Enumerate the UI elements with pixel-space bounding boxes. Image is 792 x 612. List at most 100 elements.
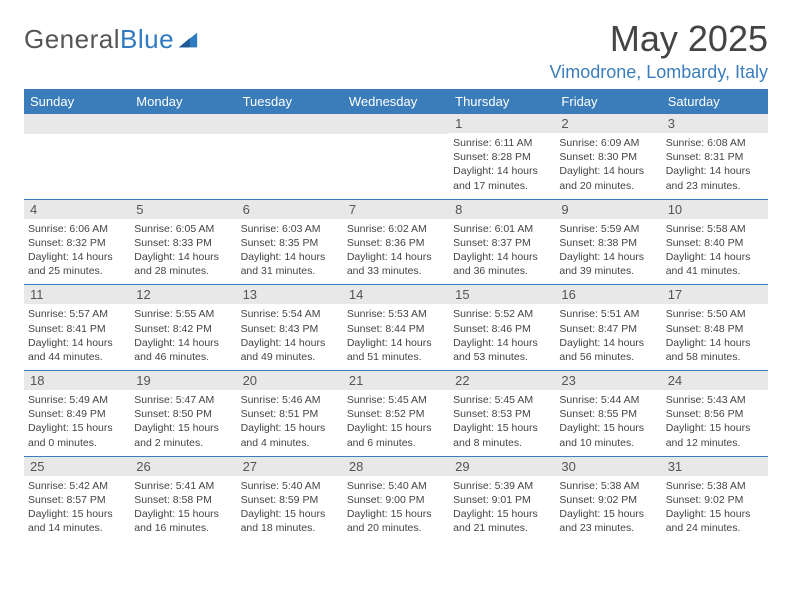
day-info-line: and 18 minutes.: [241, 521, 339, 535]
day-number: 20: [237, 371, 343, 390]
day-info-line: Daylight: 14 hours: [666, 250, 764, 264]
day-info-line: Sunset: 8:49 PM: [28, 407, 126, 421]
day-info: Sunrise: 6:08 AMSunset: 8:31 PMDaylight:…: [666, 136, 764, 193]
day-info-line: Sunrise: 5:50 AM: [666, 307, 764, 321]
day-number: 22: [449, 371, 555, 390]
day-info-line: Sunrise: 6:06 AM: [28, 222, 126, 236]
day-info-line: Sunrise: 5:47 AM: [134, 393, 232, 407]
day-info-line: Sunset: 8:50 PM: [134, 407, 232, 421]
day-info-line: and 4 minutes.: [241, 436, 339, 450]
day-info-line: Sunset: 8:58 PM: [134, 493, 232, 507]
day-info-line: Sunset: 8:56 PM: [666, 407, 764, 421]
day-number: 11: [24, 285, 130, 304]
calendar-day-cell: 31Sunrise: 5:38 AMSunset: 9:02 PMDayligh…: [662, 457, 768, 542]
calendar-day-cell: [24, 114, 130, 199]
day-number: 25: [24, 457, 130, 476]
day-info: Sunrise: 5:45 AMSunset: 8:52 PMDaylight:…: [347, 393, 445, 450]
day-info-line: Sunset: 8:57 PM: [28, 493, 126, 507]
day-info-line: Daylight: 14 hours: [241, 250, 339, 264]
calendar-day-cell: 13Sunrise: 5:54 AMSunset: 8:43 PMDayligh…: [237, 285, 343, 370]
day-info: Sunrise: 5:42 AMSunset: 8:57 PMDaylight:…: [28, 479, 126, 536]
day-info: Sunrise: 5:44 AMSunset: 8:55 PMDaylight:…: [559, 393, 657, 450]
calendar-week-row: 4Sunrise: 6:06 AMSunset: 8:32 PMDaylight…: [24, 200, 768, 286]
day-number: 23: [555, 371, 661, 390]
day-info: Sunrise: 5:54 AMSunset: 8:43 PMDaylight:…: [241, 307, 339, 364]
day-info-line: Sunrise: 6:11 AM: [453, 136, 551, 150]
day-info: Sunrise: 5:50 AMSunset: 8:48 PMDaylight:…: [666, 307, 764, 364]
calendar-day-cell: 1Sunrise: 6:11 AMSunset: 8:28 PMDaylight…: [449, 114, 555, 199]
day-info-line: Daylight: 14 hours: [666, 164, 764, 178]
calendar-day-cell: 16Sunrise: 5:51 AMSunset: 8:47 PMDayligh…: [555, 285, 661, 370]
day-info: Sunrise: 6:02 AMSunset: 8:36 PMDaylight:…: [347, 222, 445, 279]
day-info-line: and 25 minutes.: [28, 264, 126, 278]
day-info-line: Sunset: 8:30 PM: [559, 150, 657, 164]
day-info: Sunrise: 5:46 AMSunset: 8:51 PMDaylight:…: [241, 393, 339, 450]
calendar-day-cell: 7Sunrise: 6:02 AMSunset: 8:36 PMDaylight…: [343, 200, 449, 285]
day-info-line: and 28 minutes.: [134, 264, 232, 278]
day-info-line: and 49 minutes.: [241, 350, 339, 364]
location: Vimodrone, Lombardy, Italy: [550, 62, 768, 83]
day-info-line: Sunrise: 5:40 AM: [347, 479, 445, 493]
day-info-line: Sunrise: 5:58 AM: [666, 222, 764, 236]
day-number: 18: [24, 371, 130, 390]
calendar-day-cell: 11 Sunrise: 5:57 AMSunset: 8:41 PMDayligh…: [24, 285, 130, 370]
day-info-line: Daylight: 14 hours: [559, 336, 657, 350]
day-info: Sunrise: 6:01 AMSunset: 8:37 PMDaylight:…: [453, 222, 551, 279]
day-info-line: Daylight: 14 hours: [559, 164, 657, 178]
day-info-line: and 21 minutes.: [453, 521, 551, 535]
day-info-line: and 31 minutes.: [241, 264, 339, 278]
day-number: [343, 114, 449, 134]
day-info-line: Daylight: 15 hours: [347, 507, 445, 521]
weekday-label: Saturday: [662, 89, 768, 114]
day-info-line: Sunset: 8:46 PM: [453, 322, 551, 336]
calendar-day-cell: 26Sunrise: 5:41 AMSunset: 8:58 PMDayligh…: [130, 457, 236, 542]
day-info-line: and 41 minutes.: [666, 264, 764, 278]
day-info-line: Sunset: 8:48 PM: [666, 322, 764, 336]
day-info-line: and 39 minutes.: [559, 264, 657, 278]
day-info-line: Sunrise: 5:40 AM: [241, 479, 339, 493]
day-info-line: and 16 minutes.: [134, 521, 232, 535]
day-info-line: Daylight: 14 hours: [347, 250, 445, 264]
day-info-line: and 33 minutes.: [347, 264, 445, 278]
day-info-line: Sunrise: 5:52 AM: [453, 307, 551, 321]
weekday-label: Sunday: [24, 89, 130, 114]
day-info-line: Daylight: 15 hours: [28, 421, 126, 435]
day-info-line: and 51 minutes.: [347, 350, 445, 364]
calendar-day-cell: 30Sunrise: 5:38 AMSunset: 9:02 PMDayligh…: [555, 457, 661, 542]
day-number: 30: [555, 457, 661, 476]
day-info: Sunrise: 5:57 AMSunset: 8:41 PMDaylight:…: [28, 307, 126, 364]
day-info: Sunrise: 5:47 AMSunset: 8:50 PMDaylight:…: [134, 393, 232, 450]
day-info: Sunrise: 6:05 AMSunset: 8:33 PMDaylight:…: [134, 222, 232, 279]
calendar-day-cell: 18Sunrise: 5:49 AMSunset: 8:49 PMDayligh…: [24, 371, 130, 456]
day-info-line: and 46 minutes.: [134, 350, 232, 364]
calendar-day-cell: 22Sunrise: 5:45 AMSunset: 8:53 PMDayligh…: [449, 371, 555, 456]
day-info-line: Sunrise: 5:44 AM: [559, 393, 657, 407]
day-info: Sunrise: 6:03 AMSunset: 8:35 PMDaylight:…: [241, 222, 339, 279]
day-number: 17: [662, 285, 768, 304]
logo-triangle-icon: [177, 29, 199, 51]
day-number: 9: [555, 200, 661, 219]
day-info-line: Daylight: 15 hours: [453, 507, 551, 521]
day-number: 2: [555, 114, 661, 133]
weekday-label: Wednesday: [343, 89, 449, 114]
day-info-line: Daylight: 14 hours: [453, 336, 551, 350]
day-info-line: Sunset: 8:44 PM: [347, 322, 445, 336]
day-number: 3: [662, 114, 768, 133]
day-info-line: Sunset: 8:59 PM: [241, 493, 339, 507]
day-info-line: and 8 minutes.: [453, 436, 551, 450]
day-info: Sunrise: 5:40 AMSunset: 8:59 PMDaylight:…: [241, 479, 339, 536]
day-info-line: Sunrise: 5:38 AM: [559, 479, 657, 493]
calendar-body: 1Sunrise: 6:11 AMSunset: 8:28 PMDaylight…: [24, 114, 768, 541]
day-info-line: Sunset: 8:55 PM: [559, 407, 657, 421]
day-info-line: Sunrise: 5:54 AM: [241, 307, 339, 321]
day-info-line: Sunset: 8:47 PM: [559, 322, 657, 336]
day-number: 16: [555, 285, 661, 304]
day-info-line: Daylight: 15 hours: [666, 507, 764, 521]
day-number: 6: [237, 200, 343, 219]
day-info-line: Daylight: 14 hours: [347, 336, 445, 350]
day-info-line: and 2 minutes.: [134, 436, 232, 450]
day-number: 21: [343, 371, 449, 390]
day-info-line: and 53 minutes.: [453, 350, 551, 364]
weekday-label: Thursday: [449, 89, 555, 114]
day-info-line: Daylight: 15 hours: [666, 421, 764, 435]
